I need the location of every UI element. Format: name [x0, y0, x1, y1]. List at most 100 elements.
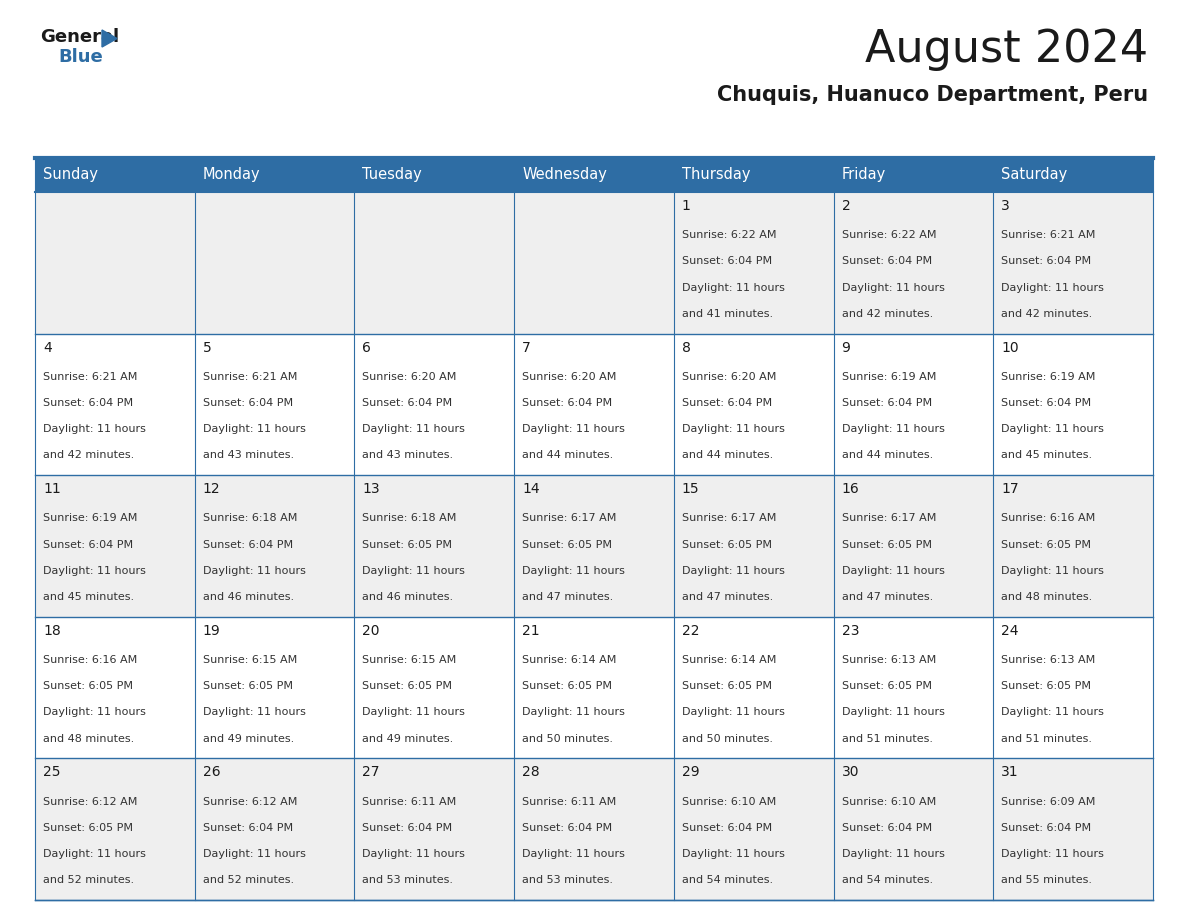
- Text: Sunset: 6:04 PM: Sunset: 6:04 PM: [841, 397, 931, 408]
- Text: and 43 minutes.: and 43 minutes.: [203, 451, 293, 460]
- Text: Sunrise: 6:14 AM: Sunrise: 6:14 AM: [682, 655, 776, 665]
- Text: Daylight: 11 hours: Daylight: 11 hours: [682, 708, 785, 717]
- Text: and 50 minutes.: and 50 minutes.: [523, 733, 613, 744]
- Text: 25: 25: [43, 766, 61, 779]
- Text: 16: 16: [841, 482, 859, 497]
- Bar: [993, 476, 1154, 617]
- Bar: [34, 192, 195, 333]
- Text: and 55 minutes.: and 55 minutes.: [1001, 875, 1092, 885]
- Text: and 44 minutes.: and 44 minutes.: [682, 451, 773, 460]
- Bar: [34, 333, 195, 476]
- Text: Sunset: 6:04 PM: Sunset: 6:04 PM: [43, 540, 133, 550]
- Text: and 54 minutes.: and 54 minutes.: [682, 875, 773, 885]
- Text: Sunset: 6:05 PM: Sunset: 6:05 PM: [523, 681, 612, 691]
- Text: 30: 30: [841, 766, 859, 779]
- Text: Daylight: 11 hours: Daylight: 11 hours: [841, 424, 944, 434]
- Bar: [514, 758, 674, 900]
- Text: Daylight: 11 hours: Daylight: 11 hours: [1001, 424, 1104, 434]
- Text: Daylight: 11 hours: Daylight: 11 hours: [43, 849, 146, 859]
- Text: Sunset: 6:04 PM: Sunset: 6:04 PM: [203, 823, 292, 833]
- Bar: [674, 617, 834, 758]
- Text: Daylight: 11 hours: Daylight: 11 hours: [682, 424, 785, 434]
- Text: and 47 minutes.: and 47 minutes.: [682, 592, 773, 602]
- Text: Daylight: 11 hours: Daylight: 11 hours: [362, 424, 466, 434]
- Bar: [993, 758, 1154, 900]
- Text: Sunrise: 6:20 AM: Sunrise: 6:20 AM: [682, 372, 776, 382]
- Bar: [354, 333, 514, 476]
- Text: 22: 22: [682, 624, 700, 638]
- Text: and 42 minutes.: and 42 minutes.: [43, 451, 134, 460]
- Text: Chuquis, Huanuco Department, Peru: Chuquis, Huanuco Department, Peru: [716, 85, 1148, 105]
- Text: and 47 minutes.: and 47 minutes.: [841, 592, 933, 602]
- Text: Sunset: 6:04 PM: Sunset: 6:04 PM: [682, 397, 772, 408]
- Text: and 48 minutes.: and 48 minutes.: [1001, 592, 1093, 602]
- Text: Sunset: 6:04 PM: Sunset: 6:04 PM: [1001, 256, 1092, 266]
- Text: Daylight: 11 hours: Daylight: 11 hours: [682, 849, 785, 859]
- Text: Daylight: 11 hours: Daylight: 11 hours: [1001, 849, 1104, 859]
- Text: Sunrise: 6:21 AM: Sunrise: 6:21 AM: [43, 372, 138, 382]
- Text: Daylight: 11 hours: Daylight: 11 hours: [523, 424, 625, 434]
- Text: Sunset: 6:04 PM: Sunset: 6:04 PM: [841, 256, 931, 266]
- Text: Tuesday: Tuesday: [362, 167, 422, 183]
- Text: Sunset: 6:05 PM: Sunset: 6:05 PM: [841, 681, 931, 691]
- Text: Daylight: 11 hours: Daylight: 11 hours: [841, 849, 944, 859]
- Text: 23: 23: [841, 624, 859, 638]
- Text: and 41 minutes.: and 41 minutes.: [682, 308, 773, 319]
- Text: 12: 12: [203, 482, 220, 497]
- Text: Sunset: 6:05 PM: Sunset: 6:05 PM: [523, 540, 612, 550]
- Text: Sunrise: 6:21 AM: Sunrise: 6:21 AM: [1001, 230, 1095, 241]
- Text: Sunset: 6:05 PM: Sunset: 6:05 PM: [43, 823, 133, 833]
- Text: Daylight: 11 hours: Daylight: 11 hours: [362, 565, 466, 576]
- Text: 20: 20: [362, 624, 380, 638]
- Text: and 43 minutes.: and 43 minutes.: [362, 451, 454, 460]
- Text: Sunset: 6:04 PM: Sunset: 6:04 PM: [682, 823, 772, 833]
- Text: Sunset: 6:04 PM: Sunset: 6:04 PM: [523, 397, 612, 408]
- Text: 10: 10: [1001, 341, 1019, 354]
- Text: Sunset: 6:04 PM: Sunset: 6:04 PM: [43, 397, 133, 408]
- Text: Sunset: 6:04 PM: Sunset: 6:04 PM: [1001, 397, 1092, 408]
- Text: Sunset: 6:04 PM: Sunset: 6:04 PM: [362, 397, 453, 408]
- Text: and 53 minutes.: and 53 minutes.: [362, 875, 454, 885]
- Text: Sunrise: 6:22 AM: Sunrise: 6:22 AM: [682, 230, 776, 241]
- Text: and 49 minutes.: and 49 minutes.: [203, 733, 293, 744]
- Bar: [993, 192, 1154, 333]
- Bar: [993, 333, 1154, 476]
- Text: and 54 minutes.: and 54 minutes.: [841, 875, 933, 885]
- Text: Blue: Blue: [58, 48, 102, 66]
- Text: Sunrise: 6:16 AM: Sunrise: 6:16 AM: [1001, 513, 1095, 523]
- Text: 19: 19: [203, 624, 221, 638]
- Text: Sunrise: 6:11 AM: Sunrise: 6:11 AM: [362, 797, 456, 807]
- Bar: [34, 476, 195, 617]
- Text: Daylight: 11 hours: Daylight: 11 hours: [1001, 565, 1104, 576]
- Bar: [514, 476, 674, 617]
- Text: Sunrise: 6:12 AM: Sunrise: 6:12 AM: [203, 797, 297, 807]
- Text: and 52 minutes.: and 52 minutes.: [43, 875, 134, 885]
- Text: Daylight: 11 hours: Daylight: 11 hours: [203, 708, 305, 717]
- Text: 9: 9: [841, 341, 851, 354]
- Text: 6: 6: [362, 341, 372, 354]
- Text: 21: 21: [523, 624, 539, 638]
- Text: 31: 31: [1001, 766, 1019, 779]
- Bar: [34, 617, 195, 758]
- Text: Sunrise: 6:13 AM: Sunrise: 6:13 AM: [841, 655, 936, 665]
- Text: 13: 13: [362, 482, 380, 497]
- Text: Sunrise: 6:17 AM: Sunrise: 6:17 AM: [523, 513, 617, 523]
- Text: Sunset: 6:04 PM: Sunset: 6:04 PM: [362, 823, 453, 833]
- Text: Daylight: 11 hours: Daylight: 11 hours: [43, 565, 146, 576]
- Text: Daylight: 11 hours: Daylight: 11 hours: [523, 849, 625, 859]
- Text: Sunset: 6:04 PM: Sunset: 6:04 PM: [203, 540, 292, 550]
- Text: Sunrise: 6:19 AM: Sunrise: 6:19 AM: [841, 372, 936, 382]
- Text: Sunset: 6:04 PM: Sunset: 6:04 PM: [203, 397, 292, 408]
- Text: and 51 minutes.: and 51 minutes.: [1001, 733, 1092, 744]
- Text: and 50 minutes.: and 50 minutes.: [682, 733, 773, 744]
- Text: Sunrise: 6:17 AM: Sunrise: 6:17 AM: [841, 513, 936, 523]
- Text: 7: 7: [523, 341, 531, 354]
- Text: Daylight: 11 hours: Daylight: 11 hours: [682, 565, 785, 576]
- Text: and 42 minutes.: and 42 minutes.: [1001, 308, 1093, 319]
- Text: Sunrise: 6:09 AM: Sunrise: 6:09 AM: [1001, 797, 1095, 807]
- Text: and 45 minutes.: and 45 minutes.: [43, 592, 134, 602]
- Text: Sunrise: 6:19 AM: Sunrise: 6:19 AM: [43, 513, 138, 523]
- Text: Daylight: 11 hours: Daylight: 11 hours: [362, 849, 466, 859]
- Text: Sunrise: 6:15 AM: Sunrise: 6:15 AM: [203, 655, 297, 665]
- Bar: [514, 333, 674, 476]
